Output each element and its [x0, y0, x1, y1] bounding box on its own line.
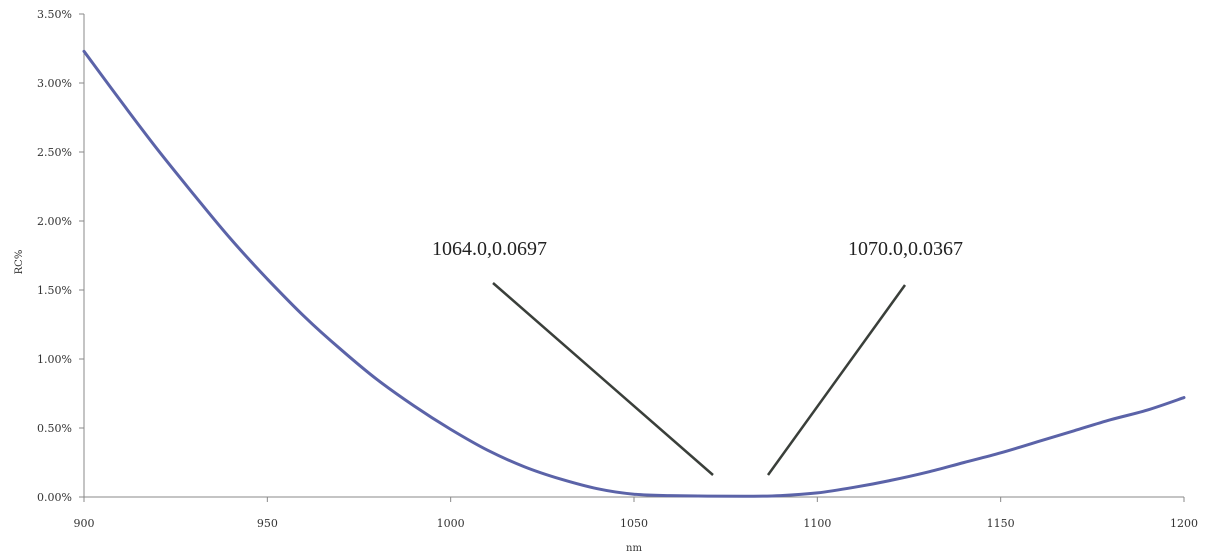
chart-annotations: 1064.0,0.0697 1070.0,0.0367 [432, 238, 963, 476]
annotation-leader-line [766, 284, 907, 476]
chart-series [82, 49, 1186, 498]
y-tick-label: 0.50% [37, 422, 72, 435]
y-tick-label: 2.50% [37, 146, 72, 159]
x-tick-label: 1200 [1170, 517, 1198, 530]
annotation-label: 1070.0,0.0367 [848, 238, 963, 260]
y-tick-label: 1.50% [37, 284, 72, 297]
x-tick-label: 1000 [437, 517, 465, 530]
x-tick-label: 900 [74, 517, 95, 530]
annotation-label: 1064.0,0.0697 [432, 238, 547, 260]
chart-axes [83, 14, 1184, 498]
x-tick-label: 1150 [987, 517, 1015, 530]
reflectance-curve-line [82, 49, 1186, 498]
y-tick-label: 3.00% [37, 77, 72, 90]
x-tick-label: 1100 [803, 517, 831, 530]
x-axis-title: nm [626, 543, 642, 554]
y-tick-label: 1.00% [37, 353, 72, 366]
y-tick-label: 2.00% [37, 215, 72, 228]
y-tick-label: 0.00% [37, 491, 72, 504]
annotation-leader-line [492, 282, 714, 476]
x-tick-label: 950 [257, 517, 278, 530]
y-tick-label: 3.50% [37, 8, 72, 21]
x-tick-label: 1050 [620, 517, 648, 530]
y-axis-title: RC% [14, 250, 25, 275]
chart-ticks: 0.00% 0.50% 1.00% 1.50% 2.00% 2.50% 3.00% 3.50%… [37, 8, 1198, 530]
